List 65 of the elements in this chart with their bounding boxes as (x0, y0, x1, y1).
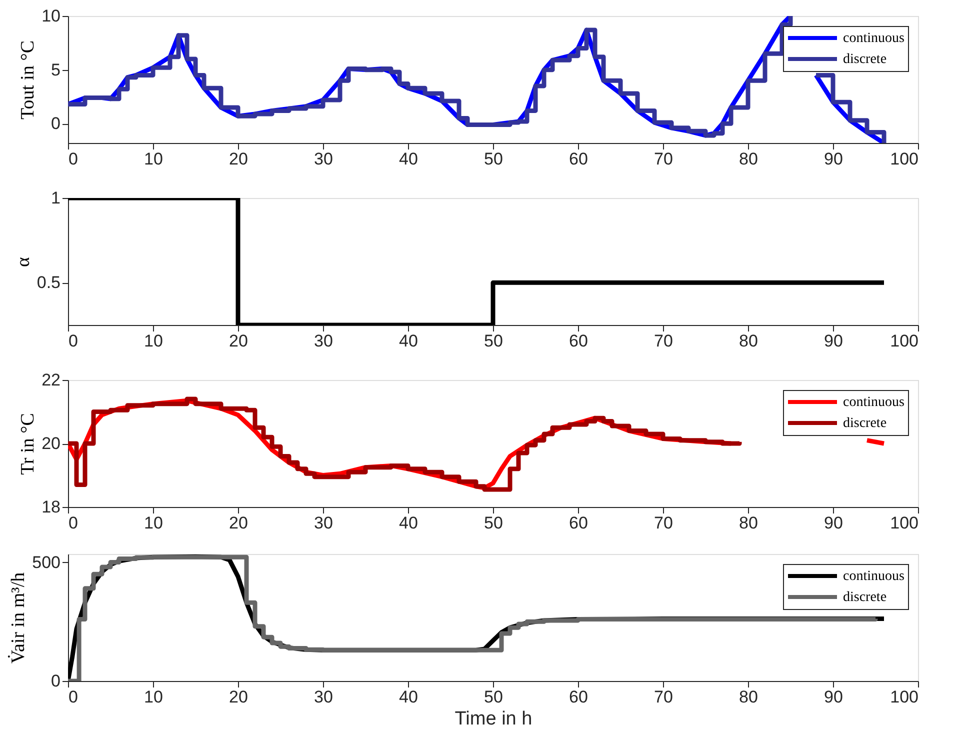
x-tick-label: 80 (739, 332, 758, 350)
x-tick-label: 60 (569, 150, 588, 168)
x-axis-title: Time in h (454, 708, 532, 730)
y-tick-label: 22 (42, 370, 60, 390)
y-tick-label: 0 (51, 114, 60, 134)
x-tick-label: 80 (739, 688, 758, 706)
x-tick-label: 60 (569, 514, 588, 532)
x-tick-label: 30 (314, 332, 333, 350)
x-tick-label: 70 (654, 688, 673, 706)
x-tick-label: 90 (824, 514, 843, 532)
x-tick-label: 0 (68, 332, 78, 350)
x-tick-label: 0 (68, 514, 78, 532)
x-tick-label: 50 (484, 332, 503, 350)
y-tick-label: 5 (51, 60, 60, 80)
legend-label: continuous (843, 31, 904, 46)
x-tick-label: 10 (144, 514, 163, 532)
y-axis-title: V̇air in m³/h (8, 572, 30, 664)
x-tick-label: 100 (890, 514, 918, 532)
x-tick-label: 20 (229, 688, 248, 706)
legend-label: continuous (843, 569, 904, 584)
y-tick-label: 0.5 (36, 273, 60, 292)
x-tick-label: 60 (569, 688, 588, 706)
x-tick-label: 80 (739, 150, 758, 168)
x-tick-label: 60 (569, 332, 588, 350)
x-tick-label: 100 (890, 150, 918, 168)
x-tick-label: 70 (654, 514, 673, 532)
x-tick-label: 0 (68, 688, 78, 706)
x-tick-label: 10 (144, 332, 163, 350)
y-tick-label: 1 (51, 188, 60, 208)
x-tick-label: 70 (654, 332, 673, 350)
x-tick-label: 40 (399, 332, 418, 350)
x-tick-label: 30 (314, 150, 333, 168)
x-tick-label: 90 (824, 332, 843, 350)
x-tick-label: 100 (890, 332, 918, 350)
x-tick-label: 40 (399, 688, 418, 706)
y-axis-title: α (12, 256, 34, 267)
x-tick-label: 10 (144, 150, 163, 168)
legend-label: continuous (843, 395, 904, 410)
x-tick-label: 50 (484, 150, 503, 168)
y-tick-label: 0 (51, 672, 60, 690)
x-tick-label: 20 (229, 150, 248, 168)
x-tick-label: 80 (739, 514, 758, 532)
x-tick-label: 20 (229, 514, 248, 532)
x-tick-label: 30 (314, 688, 333, 706)
legend-label: discrete (843, 590, 887, 605)
legend-label: discrete (843, 52, 887, 67)
y-axis-title: Tout in °C (18, 40, 39, 120)
x-tick-label: 90 (824, 688, 843, 706)
x-tick-label: 50 (484, 514, 503, 532)
x-tick-label: 20 (229, 332, 248, 350)
x-tick-label: 10 (144, 688, 163, 706)
legend-label: discrete (843, 416, 887, 431)
x-tick-label: 50 (484, 688, 503, 706)
x-tick-label: 70 (654, 150, 673, 168)
y-tick-label: 18 (42, 498, 60, 516)
y-tick-label: 10 (42, 6, 60, 26)
x-tick-label: 40 (399, 150, 418, 168)
x-tick-label: 0 (68, 150, 78, 168)
y-axis-title: Tr in °C (18, 413, 39, 475)
x-tick-label: 90 (824, 150, 843, 168)
x-tick-label: 30 (314, 514, 333, 532)
y-tick-label: 500 (32, 552, 60, 572)
x-tick-label: 40 (399, 514, 418, 532)
x-tick-label: 100 (890, 688, 918, 706)
y-tick-label: 20 (42, 434, 60, 453)
